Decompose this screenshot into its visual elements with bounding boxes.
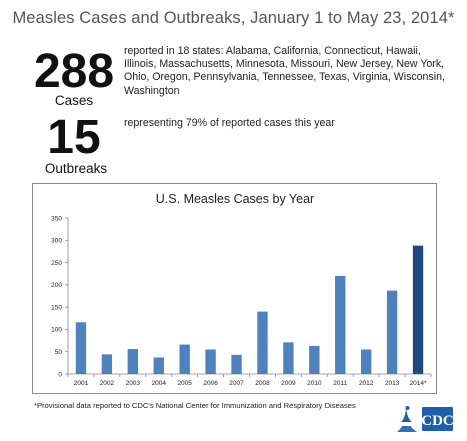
x-tick-label: 2014* [410,380,427,387]
cdc-logo: CDC [393,402,455,436]
bars-group [75,245,424,374]
bar-2005 [179,344,190,374]
x-tick-label: 2013 [385,380,400,387]
footnote: *Provisional data reported to CDC's Nati… [34,401,356,410]
cases-number: 288 [33,45,115,98]
y-tick-label: 350 [51,215,62,222]
bar-2002 [101,354,113,374]
x-tick-label: 2004 [152,380,167,387]
cases-label: Cases [54,93,94,108]
bar-2008 [257,311,268,374]
x-tick-label: 2011 [333,380,347,387]
bar-2003 [127,349,139,374]
x-tick-label: 2010 [307,380,322,387]
hhs-eagle-icon: CDC [397,406,454,432]
x-axis: 2001 2002 2003 2004 2005 2006 2007 2008 2009 2010… [67,373,432,387]
y-axis: 0 50 100 150 200 250 300 350 [51,215,69,378]
chart-svg: U.S. Measles Cases by Year 0501001502002… [51,192,432,387]
x-tick-label: 2002 [100,380,115,387]
x-tick-label: 2008 [255,380,270,387]
bar-2012 [360,349,372,374]
x-tick-label: 2005 [177,380,192,387]
cases-description: reported in 18 states: Alabama, Californ… [124,45,445,97]
x-tick-label: 2006 [203,380,218,387]
outbreaks-description: representing 79% of reported cases this … [124,117,335,129]
bar-2011 [335,275,346,374]
bar-2004 [153,357,164,374]
bar-2006 [205,349,216,374]
x-tick-label: 2012 [359,380,374,387]
y-tick-label: 100 [51,327,62,334]
bar-chart: U.S. Measles Cases by Year 0 50 100 150 200 2… [32,183,437,394]
y-tick-label: 300 [51,238,62,245]
y-tick-label: 200 [51,282,62,289]
chart-title: U.S. Measles Cases by Year [156,192,314,206]
y-tick-label: 50 [55,349,63,356]
page-title: Measles Cases and Outbreaks, January 1 t… [12,9,455,27]
y-tick-label: 250 [51,260,62,267]
bar-2010 [309,345,320,374]
outbreaks-number: 15 [47,111,101,164]
y-tick-label: 150 [51,304,62,311]
cdc-logo-text: CDC [421,413,454,429]
x-tick-label: 2009 [281,380,296,387]
x-tick-label: 2003 [126,380,141,387]
bar-2009 [283,342,294,374]
bar-2007 [231,354,242,374]
x-tick-label: 2001 [74,380,89,387]
y-tick-label: 0 [58,371,62,378]
x-tick-label: 2007 [229,380,244,387]
outbreaks-label: Outbreaks [44,161,108,176]
bar-2001 [75,322,87,374]
bar-2014 [412,245,424,374]
bar-2013 [386,290,398,374]
